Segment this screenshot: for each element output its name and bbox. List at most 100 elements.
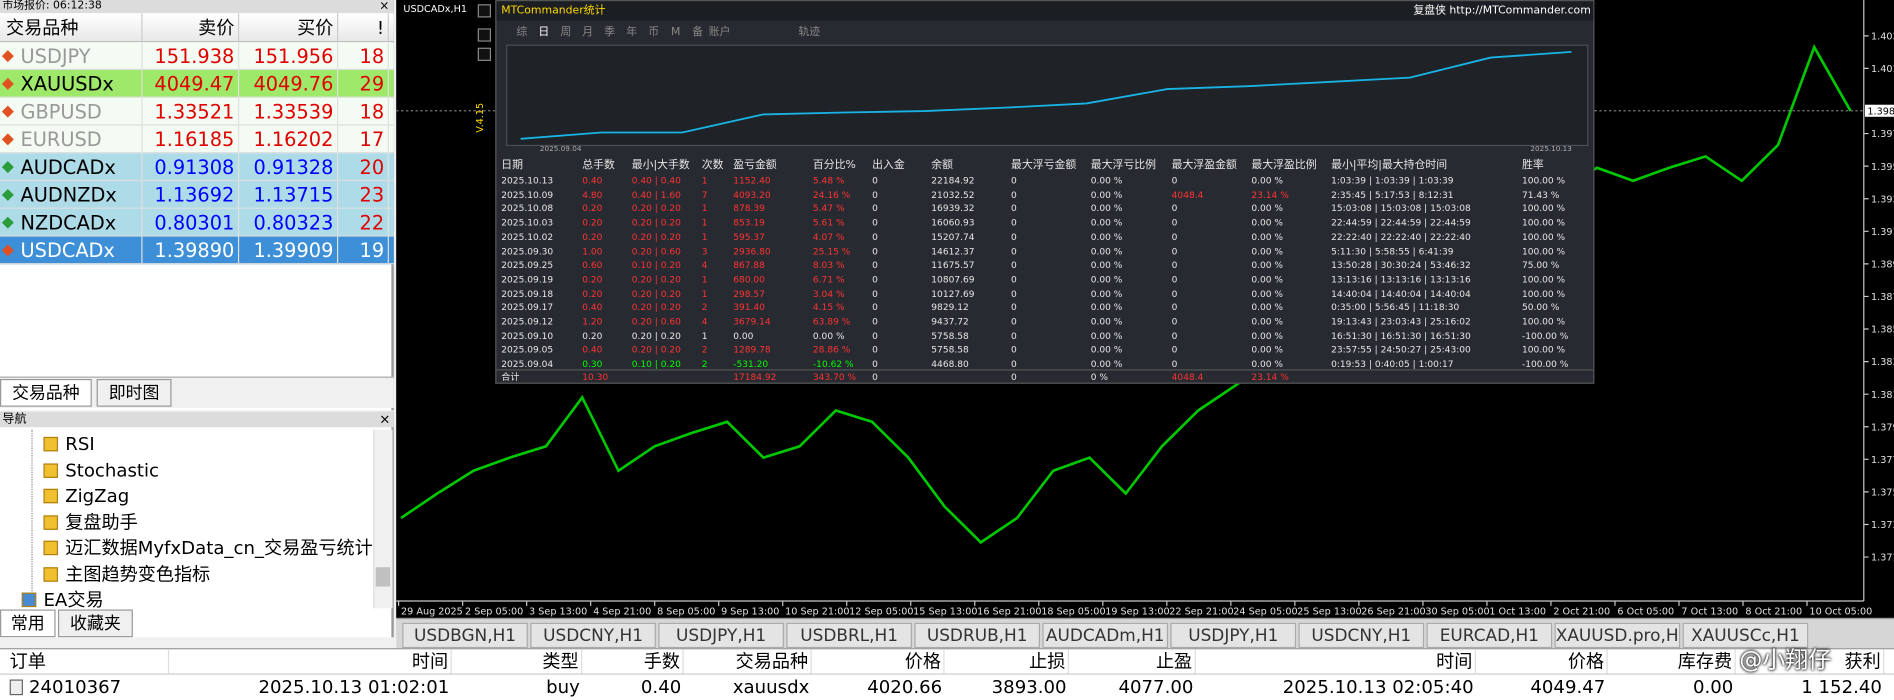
stats-cell: 0 [1171, 259, 1178, 271]
order-cell[interactable]: 1 152.40 [1801, 675, 1882, 698]
quote-row[interactable]: EURUSD 1.16185 1.16202 17 [0, 125, 394, 154]
stats-cell: 16939.32 [931, 203, 975, 215]
order-cell[interactable]: 0.00 [1692, 675, 1734, 698]
x-tick-label: 30 Sep 05:00 [1425, 606, 1489, 617]
symbol-tab[interactable]: USDBRL,H1 [786, 622, 912, 649]
stats-header: 盈亏金额 [733, 159, 777, 172]
stats-tab[interactable]: 币 [648, 26, 660, 39]
order-cell[interactable]: xauusdx [732, 675, 810, 698]
y-tick-label: 1.4035 [1871, 31, 1894, 42]
stats-cell: 0 [1171, 245, 1178, 257]
stats-cell: 5.47 % [812, 203, 845, 215]
stats-cell: 2:35:45 | 5:17:53 | 8:12:31 [1331, 189, 1454, 200]
order-cell[interactable]: 4049.47 [1530, 675, 1606, 698]
stats-tab[interactable]: 周 [560, 26, 572, 39]
stats-cell: 0 [1011, 245, 1017, 257]
stats-tab[interactable]: 年 [626, 26, 638, 39]
symbol-tab[interactable]: XAUUSD.pro,H1 [1554, 622, 1681, 649]
stats-tab[interactable]: 月 [582, 26, 594, 39]
tab[interactable]: 即时图 [96, 378, 172, 407]
order-cell[interactable]: 2025.10.13 01:02:01 [258, 675, 450, 698]
order-header[interactable]: 获利 [1745, 649, 1885, 674]
symbol-tab[interactable]: USDRUB,H1 [914, 622, 1041, 649]
order-cell[interactable]: 4077.00 [1118, 675, 1194, 698]
stats-cell: 0.40 [582, 302, 603, 313]
order-header[interactable]: 价格 [821, 649, 945, 674]
nav-item[interactable]: ZigZag [65, 485, 130, 507]
quote-row[interactable]: AUDCADx 0.91308 0.91328 20 [0, 153, 394, 182]
symbol-tab[interactable]: USDCNY,H1 [530, 622, 656, 649]
quote-cell: 1.33539 [244, 97, 339, 125]
symbol-tab[interactable]: EURCAD,H1 [1426, 622, 1553, 649]
order-header[interactable]: 价格 [1486, 649, 1608, 674]
order-header[interactable]: 库存费 [1617, 649, 1736, 674]
x-tick-label: 18 Sep 05:00 [1041, 606, 1105, 617]
close-icon[interactable]: × [379, 411, 391, 428]
close-icon[interactable]: × [379, 0, 390, 14]
symbol-tab[interactable]: USDJPY,H1 [658, 622, 784, 649]
x-tick-label: 16 Sep 21:00 [977, 606, 1041, 617]
quote-row[interactable]: USDJPY 151.938 151.956 18 [0, 42, 394, 71]
nav-item[interactable]: Stochastic [65, 459, 160, 481]
symbol-tab[interactable]: USDJPY,H1 [1170, 622, 1297, 649]
stats-header: 最小|平均|最大持仓时间 [1331, 159, 1448, 172]
order-header[interactable]: 类型 [461, 649, 583, 674]
quote-row[interactable]: XAUUSDx 4049.47 4049.76 29 [0, 70, 394, 98]
stats-tab[interactable]: 日 [538, 26, 550, 39]
stats-cell: 0.00 % [1251, 273, 1284, 285]
column-header[interactable]: 交易品种 [2, 13, 143, 42]
quote-row[interactable]: AUDNZDx 1.13692 1.13715 23 [0, 181, 394, 209]
stats-link[interactable]: 复盘侠 http://MTCommander.com [1413, 4, 1591, 17]
quote-row[interactable]: NZDCADx 0.80301 0.80323 22 [0, 208, 394, 237]
order-header[interactable]: 止损 [954, 649, 1069, 674]
nav-item[interactable]: EA交易 [43, 588, 104, 611]
divider [496, 369, 1594, 371]
symbol-tab[interactable]: XAUUSCc,H1 [1682, 622, 1809, 649]
order-cell[interactable]: 3893.00 [991, 675, 1067, 698]
stats-cell: 2025.09.18 [501, 287, 554, 299]
order-cell[interactable]: 24010367 [28, 675, 122, 698]
tab[interactable]: 常用 [0, 609, 56, 638]
column-header[interactable]: ! [343, 13, 389, 42]
stats-cell: 1 [701, 231, 708, 243]
order-header[interactable]: 止盈 [1079, 649, 1196, 674]
nav-item[interactable]: RSI [65, 433, 95, 456]
stats-tab[interactable]: M [670, 26, 681, 39]
stats-cell: 10807.69 [931, 273, 975, 285]
quote-row[interactable]: USDCADx 1.39890 1.39909 19 [0, 236, 394, 265]
stats-tab[interactable]: 备 [692, 26, 704, 39]
order-cell[interactable]: 0.40 [640, 675, 682, 698]
tab[interactable]: 收藏夹 [57, 609, 133, 638]
quote-row[interactable]: GBPUSD 1.33521 1.33539 18 [0, 97, 394, 126]
order-header[interactable]: 订单 [7, 649, 170, 674]
stats-tab[interactable]: 综 [516, 26, 528, 39]
symbol-tab[interactable]: USDCNY,H1 [1298, 622, 1425, 649]
order-cell[interactable]: buy [546, 675, 580, 698]
stats-cell: 0.00 % [1251, 217, 1284, 229]
stats-cell: 4 [701, 316, 708, 328]
nav-item[interactable]: 复盘助手 [65, 511, 138, 533]
symbol-icon [1, 133, 14, 146]
stats-tab[interactable]: 账户 [708, 26, 731, 39]
column-header[interactable]: 买价 [244, 13, 339, 42]
stats-cell: 25.15 % [812, 245, 851, 257]
nav-item[interactable]: 主图趋势变色指标 [65, 563, 211, 585]
stats-cell: 0.00 % [1090, 203, 1123, 215]
y-tick-label: 1.3875 [1871, 292, 1894, 303]
stats-tab[interactable]: 季 [604, 26, 616, 39]
order-header[interactable]: 时间 [181, 649, 452, 674]
order-header[interactable]: 交易品种 [693, 649, 812, 674]
symbol-tab[interactable]: AUDCADm,H1 [1042, 622, 1169, 649]
column-header[interactable]: 卖价 [145, 13, 240, 42]
order-header[interactable]: 手数 [592, 649, 684, 674]
order-cell[interactable]: 4020.66 [867, 675, 943, 698]
nav-item[interactable]: 迈汇数据MyfxData_cn_交易盈亏统计 [65, 537, 373, 559]
symbol-tab[interactable]: USDBGN,H1 [402, 622, 528, 649]
y-tick-label: 1.3775 [1871, 455, 1894, 466]
stats-cell: 22:44:59 | 22:44:59 | 22:44:59 [1331, 217, 1471, 229]
tab[interactable]: 交易品种 [0, 378, 92, 407]
stats-tab[interactable]: 轨迹 [798, 26, 821, 39]
order-header[interactable]: 时间 [1208, 649, 1477, 674]
order-cell[interactable]: 2025.10.13 02:05:40 [1282, 675, 1474, 698]
